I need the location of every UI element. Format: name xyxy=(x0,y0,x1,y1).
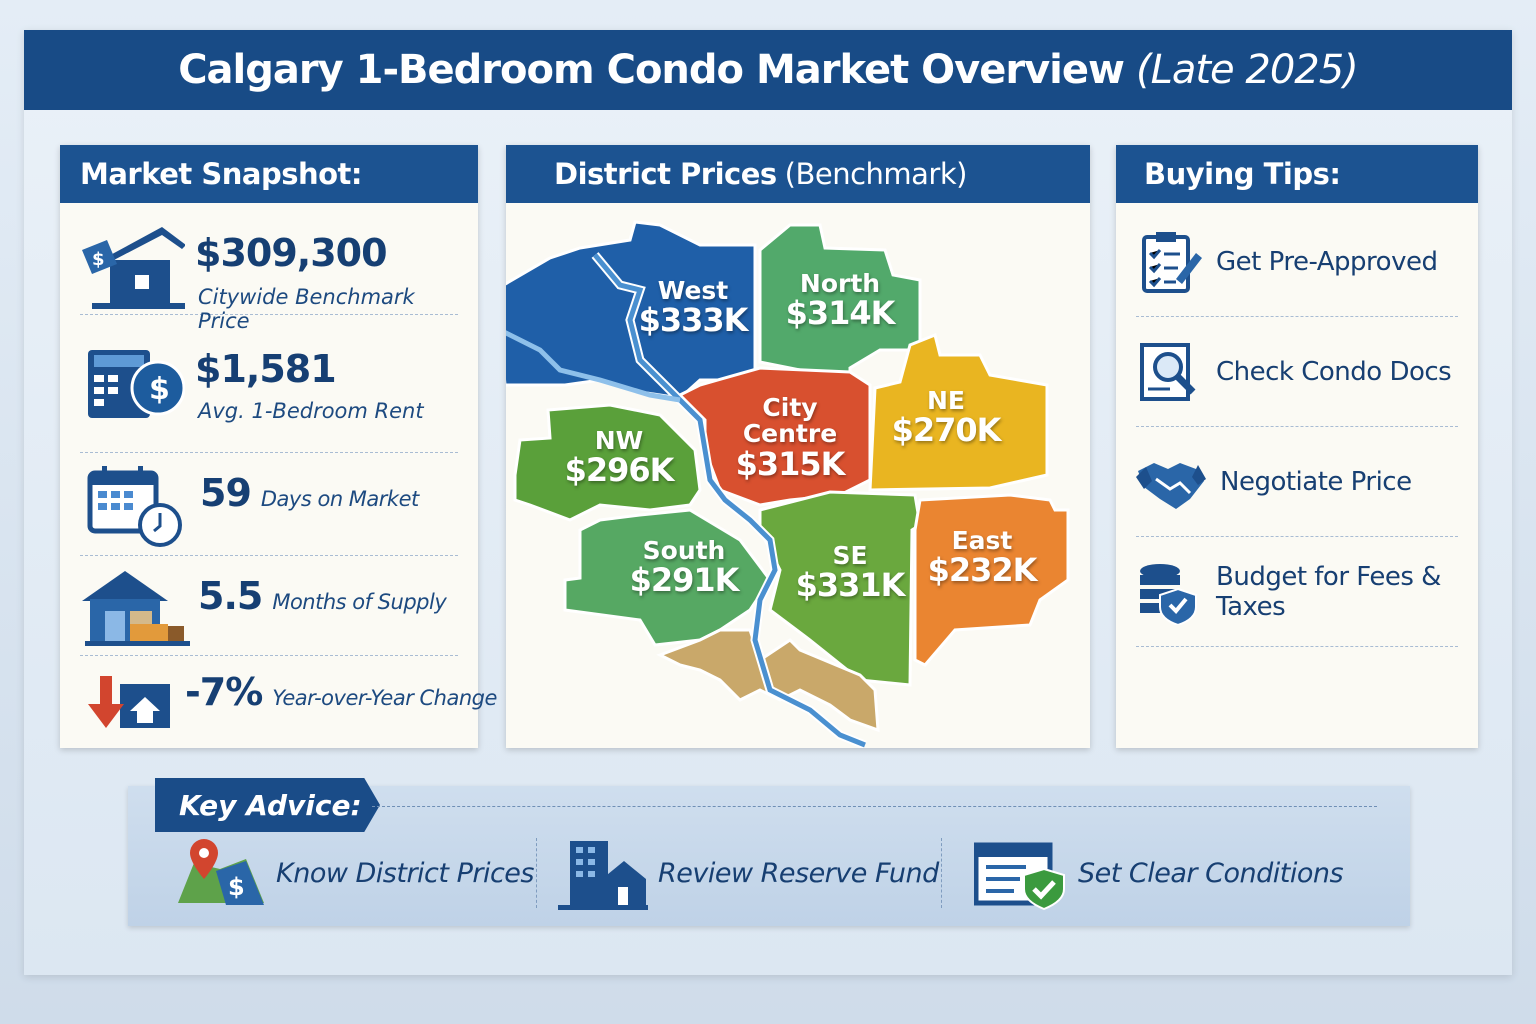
svg-text:$: $ xyxy=(149,372,170,407)
stat-benchmark-price: $ $309,300 Citywide Benchmark Price xyxy=(80,215,458,333)
buying-tips-panel: Buying Tips: Get Pre-Approved Check Cond… xyxy=(1116,145,1478,748)
clipboard-checklist-icon xyxy=(1142,231,1202,293)
advice-item: Set Clear Conditions xyxy=(974,835,1344,911)
district-price: $315K xyxy=(735,444,846,483)
stat-value: $1,581 xyxy=(195,347,337,391)
advice-label: Set Clear Conditions xyxy=(1078,857,1344,889)
district-map xyxy=(506,220,1070,748)
divider xyxy=(536,838,537,908)
district-label-south: South $291K xyxy=(629,536,740,600)
house-boxes-icon xyxy=(82,571,190,646)
district-label-city-centre: City Centre $315K xyxy=(735,393,846,483)
panel-title-note: (Benchmark) xyxy=(784,157,968,191)
district-price: $232K xyxy=(927,551,1038,590)
district-ne[interactable] xyxy=(868,332,1049,492)
district-name: City Centre xyxy=(742,393,838,449)
stat-inline: 5.5 Months of Supply xyxy=(198,574,447,618)
district-name: NE xyxy=(926,386,966,415)
title-subtitle: (Late 2025) xyxy=(1135,47,1359,93)
district-name: West xyxy=(657,276,729,305)
coins-shield-icon xyxy=(1140,563,1197,625)
district-price: $296K xyxy=(564,451,675,490)
stat-label: Year-over-Year Change xyxy=(272,686,497,710)
district-name: North xyxy=(799,269,881,298)
district-prices-panel: District Prices (Benchmark) West $333K Nort… xyxy=(506,145,1090,748)
stat-label: Avg. 1-Bedroom Rent xyxy=(198,399,424,423)
district-name: SE xyxy=(832,541,868,570)
stat-label: Days on Market xyxy=(260,487,419,511)
panel-title: Market Snapshot: xyxy=(60,145,478,203)
calculator-dollar-icon: $ xyxy=(88,350,185,418)
map-pin-dollar-icon: $ xyxy=(178,839,264,905)
advice-label: Review Reserve Fund xyxy=(658,857,939,889)
district-name: NW xyxy=(594,426,644,455)
district-name: East xyxy=(951,526,1013,555)
district-price: $331K xyxy=(795,566,906,605)
tip-label: Get Pre-Approved xyxy=(1216,246,1438,277)
district-price: $314K xyxy=(785,294,896,333)
tip-item: Budget for Fees & Taxes xyxy=(1136,537,1458,647)
divider xyxy=(372,806,1377,807)
district-nw[interactable] xyxy=(513,403,702,522)
district-price: $270K xyxy=(891,411,1002,450)
handshake-icon xyxy=(1136,462,1206,509)
market-snapshot-panel: Market Snapshot: $ $309,300 Citywide Ben… xyxy=(60,145,497,748)
stat-value: 59 xyxy=(200,471,252,515)
tip-item: Get Pre-Approved xyxy=(1136,207,1458,317)
river xyxy=(593,253,866,748)
divider xyxy=(941,838,942,908)
stat-value: 5.5 xyxy=(198,574,263,618)
advice-item: $ Know District Prices xyxy=(176,835,534,911)
district-label-nw: NW $296K xyxy=(564,426,675,490)
building-icon xyxy=(558,841,648,910)
document-magnifier-icon xyxy=(1140,342,1196,401)
panel-title: District Prices (Benchmark) xyxy=(506,145,1090,203)
panel-title: Buying Tips: xyxy=(1116,145,1478,203)
calendar-clock-icon xyxy=(87,466,182,547)
tip-label: Negotiate Price xyxy=(1220,466,1412,497)
stat-label: Months of Supply xyxy=(272,590,447,614)
stat-value: $309,300 xyxy=(195,231,388,275)
district-label-west: West $333K xyxy=(638,276,749,340)
district-south[interactable] xyxy=(563,508,772,647)
stat-value: -7% xyxy=(185,670,263,714)
stat-yoy-change: -7% Year-over-Year Change xyxy=(80,656,497,746)
tip-item: Check Condo Docs xyxy=(1136,317,1458,427)
stat-days-on-market: 59 Days on Market xyxy=(80,453,458,556)
stat-inline: 59 Days on Market xyxy=(200,471,419,515)
district-east[interactable] xyxy=(913,493,1070,667)
stat-avg-rent: $ $1,581 Avg. 1-Bedroom Rent xyxy=(80,335,458,453)
district-label-ne: NE $270K xyxy=(891,386,1002,450)
advice-item: Review Reserve Fund xyxy=(558,835,939,911)
tip-label: Budget for Fees & Taxes xyxy=(1216,561,1441,622)
svg-text:$: $ xyxy=(228,873,245,901)
district-label-north: North $314K xyxy=(785,269,896,333)
panel-title-text: District Prices xyxy=(554,157,777,191)
advice-label: Know District Prices xyxy=(276,857,534,889)
title-text: Calgary 1-Bedroom Condo Market Overview xyxy=(178,47,1125,93)
svg-text:$: $ xyxy=(92,249,105,270)
tip-label: Check Condo Docs xyxy=(1216,356,1452,387)
down-arrow-house-icon xyxy=(88,676,170,728)
river-branch xyxy=(506,330,681,403)
contract-check-icon xyxy=(974,842,1065,911)
page-title: Calgary 1-Bedroom Condo Market Overview(… xyxy=(24,30,1512,110)
district-price: $291K xyxy=(629,561,740,600)
district-label-east: East $232K xyxy=(927,526,1038,590)
tip-item: Negotiate Price xyxy=(1136,427,1458,537)
stat-inline: -7% Year-over-Year Change xyxy=(185,670,497,714)
stat-label: Citywide Benchmark Price xyxy=(198,285,415,333)
key-advice-title: Key Advice: xyxy=(155,778,380,832)
house-price-tag-icon: $ xyxy=(82,227,185,309)
district-price: $333K xyxy=(638,301,749,340)
district-label-se: SE $331K xyxy=(795,541,906,605)
stat-months-of-supply: 5.5 Months of Supply xyxy=(80,556,458,656)
district-name: South xyxy=(642,536,726,565)
